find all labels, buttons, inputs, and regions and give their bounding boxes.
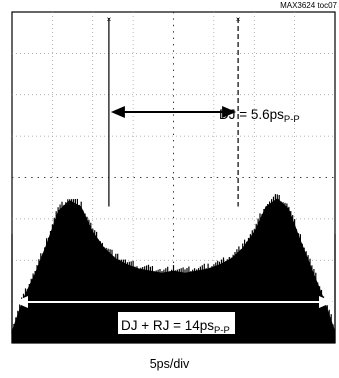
cursor-glyph: × (107, 15, 112, 24)
x-axis-label: 5ps/div (149, 357, 190, 371)
rj-arrow-head-left (14, 296, 28, 308)
dj-rj-markers (11, 234, 336, 343)
rj-arrow-head-right (319, 296, 333, 308)
dj-markers: × × (107, 15, 241, 207)
dj-arrow-head-right (222, 106, 237, 118)
dj-arrow-head-left (110, 106, 125, 118)
dj-annotation: DJ = 5.6psP-P (219, 107, 300, 125)
cursor-glyph: × (236, 15, 241, 24)
dj-rj-label-bg (118, 312, 235, 334)
histogram (11, 194, 335, 343)
figure-id: MAX3624 toc07 (280, 1, 337, 10)
dj-rj-annotation: DJ + RJ = 14psP-P (121, 318, 230, 336)
